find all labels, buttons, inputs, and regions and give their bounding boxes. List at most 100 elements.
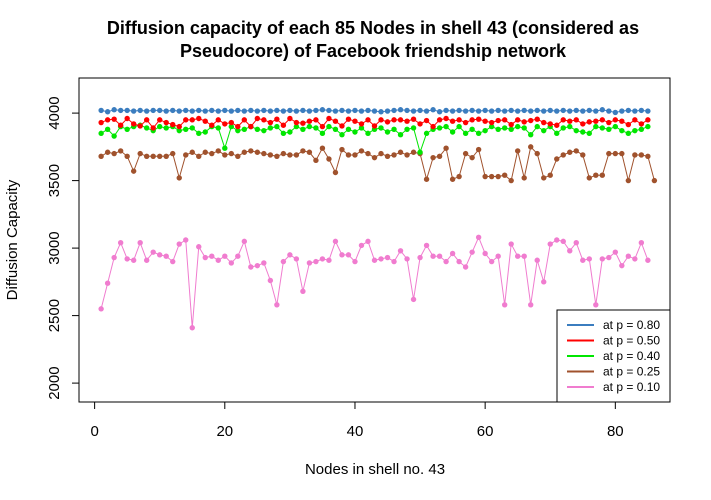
- data-point: [222, 253, 228, 259]
- data-point: [209, 122, 215, 128]
- data-point: [580, 129, 586, 135]
- data-point: [547, 107, 553, 114]
- chart-title-line-1: Diffusion capacity of each 85 Nodes in s…: [107, 18, 639, 38]
- data-point: [508, 126, 514, 132]
- data-point: [436, 153, 443, 159]
- data-point: [378, 125, 384, 131]
- data-point: [501, 302, 508, 308]
- data-point: [384, 153, 391, 159]
- series-1: [98, 115, 651, 131]
- data-point: [404, 107, 410, 114]
- data-point: [521, 175, 527, 181]
- data-point: [456, 123, 462, 130]
- data-point: [228, 150, 235, 157]
- data-point: [274, 116, 280, 122]
- data-point: [508, 107, 514, 114]
- data-point: [306, 123, 313, 130]
- data-point: [514, 123, 521, 130]
- data-point: [495, 126, 501, 132]
- x-axis: 0 20 40 60 80: [90, 401, 624, 440]
- data-point: [287, 129, 293, 135]
- data-point: [176, 175, 182, 181]
- data-point: [443, 145, 449, 151]
- data-point: [313, 117, 319, 123]
- data-point: [319, 256, 326, 262]
- data-point: [143, 125, 150, 131]
- data-point: [391, 117, 397, 123]
- data-point: [130, 108, 137, 114]
- data-point: [358, 148, 365, 154]
- data-point: [352, 152, 358, 158]
- data-point: [189, 325, 195, 331]
- legend-entry: at p = 0.10: [603, 380, 660, 394]
- x-tick-label: 40: [347, 423, 364, 440]
- data-point: [534, 107, 540, 114]
- data-point: [137, 240, 143, 246]
- data-point: [554, 108, 560, 114]
- data-point: [196, 115, 202, 122]
- data-point: [143, 117, 150, 123]
- data-point: [130, 121, 137, 127]
- data-point: [645, 108, 651, 114]
- series-4: [98, 234, 651, 331]
- x-tick-label: 20: [216, 423, 233, 440]
- data-point: [222, 121, 228, 127]
- data-point: [183, 152, 189, 158]
- data-point: [104, 149, 111, 155]
- data-point: [469, 249, 475, 255]
- data-point: [410, 116, 417, 122]
- data-point: [111, 116, 117, 122]
- data-point: [612, 123, 619, 130]
- data-point: [124, 126, 130, 132]
- data-point: [462, 108, 469, 114]
- data-point: [638, 107, 645, 114]
- x-tick-label: 80: [607, 423, 624, 440]
- data-point: [410, 149, 417, 155]
- data-point: [397, 248, 404, 254]
- data-point: [482, 173, 488, 180]
- data-point: [274, 123, 280, 130]
- data-point: [235, 153, 241, 159]
- data-point: [306, 260, 313, 266]
- data-point: [261, 260, 267, 266]
- data-point: [313, 157, 319, 164]
- data-point: [319, 130, 326, 137]
- data-point: [261, 127, 267, 134]
- data-point: [241, 149, 248, 155]
- legend-entry: at p = 0.80: [603, 318, 660, 332]
- data-point: [157, 123, 163, 130]
- data-point: [280, 108, 287, 114]
- data-point: [287, 107, 293, 114]
- data-point: [593, 118, 599, 124]
- data-point: [501, 108, 508, 114]
- data-point: [560, 152, 566, 158]
- data-point: [261, 107, 267, 114]
- series-3: [98, 144, 658, 184]
- data-point: [365, 150, 371, 157]
- data-point: [176, 123, 182, 130]
- data-point: [222, 145, 228, 151]
- data-point: [189, 149, 195, 155]
- data-point: [638, 126, 645, 132]
- data-point: [547, 121, 553, 127]
- data-point: [625, 130, 632, 137]
- data-point: [508, 241, 514, 247]
- data-point: [501, 172, 508, 178]
- data-point: [638, 121, 645, 127]
- data-point: [417, 149, 423, 155]
- data-point: [332, 108, 339, 114]
- data-point: [352, 107, 358, 114]
- data-point: [248, 107, 254, 114]
- data-point: [619, 150, 625, 157]
- data-point: [202, 129, 208, 135]
- x-tick-label: 0: [90, 423, 98, 440]
- data-point: [580, 121, 586, 127]
- data-point: [417, 121, 423, 127]
- data-point: [430, 107, 436, 113]
- data-point: [326, 115, 332, 122]
- data-point: [528, 302, 534, 308]
- data-point: [384, 108, 391, 114]
- data-point: [293, 152, 300, 158]
- data-point: [541, 108, 547, 114]
- data-point: [632, 256, 638, 262]
